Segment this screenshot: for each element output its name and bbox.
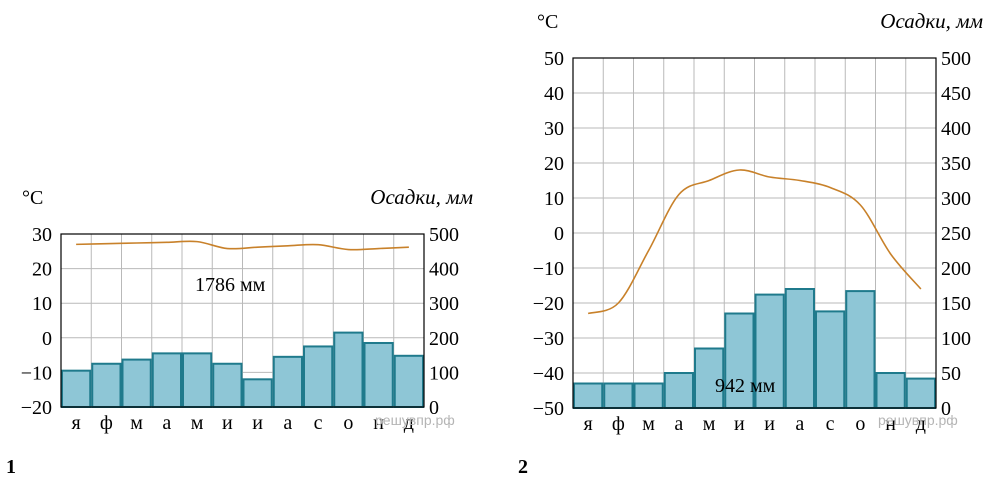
month-label: с [826,413,835,435]
month-label: д [404,412,414,434]
month-label: о [343,412,353,434]
month-label: ф [100,412,113,434]
precip-bar [333,331,364,408]
precip-bar [303,345,334,409]
precip-tick-label: 450 [941,83,971,105]
precip-bar [151,352,182,408]
temp-tick-label: −30 [533,328,564,350]
precip-bar [61,369,92,409]
precip-bar [121,358,152,408]
precip-tick-label: 50 [941,363,961,385]
temp-tick-label: 40 [544,83,564,105]
month-label: с [314,412,323,434]
precip-tick-label: 150 [941,293,971,315]
precip-bar [182,352,213,408]
month-label: о [855,413,865,435]
precip-bar [272,355,303,408]
month-label: а [795,413,804,435]
precip-tick-label: 0 [941,398,951,420]
precip-bar [633,382,664,409]
temp-axis-unit: °C [537,11,558,33]
precip-tick-label: 300 [429,293,459,315]
month-label: и [252,412,263,434]
precip-tick-label: 400 [429,259,459,281]
month-label: и [764,413,775,435]
temp-tick-label: 30 [544,118,564,140]
precip-bar [845,290,876,410]
month-label: а [674,413,683,435]
temperature-line [587,169,922,315]
watermark: решувпр.рф [375,412,455,428]
precip-tick-label: 100 [429,362,459,384]
temp-tick-label: 50 [544,48,564,70]
month-label: м [642,413,655,435]
plot-frame [60,233,425,408]
month-label: н [885,413,896,435]
precip-bar [363,341,394,408]
precip-tick-label: 500 [941,48,971,70]
precip-tick-label: 250 [941,223,971,245]
temp-tick-label: 0 [42,328,52,350]
precip-bar [694,347,725,409]
precip-bar [784,288,815,409]
precip-bar [603,382,634,409]
month-label: и [734,413,745,435]
temp-tick-label: −10 [533,258,564,280]
precip-bar [393,354,424,408]
temp-tick-label: −10 [21,362,52,384]
watermark: решувпр.рф [878,412,958,428]
precip-tick-label: 100 [941,328,971,350]
panel-number: 2 [518,456,528,477]
month-label: м [130,412,143,434]
precip-bar [905,377,936,410]
temp-tick-label: 0 [554,223,564,245]
plot-frame [572,57,937,409]
precip-bar [815,310,846,409]
month-label: а [162,412,171,434]
precip-axis-label: Осадки, мм [880,9,983,33]
precip-tick-label: 200 [941,258,971,280]
precip-bar [754,293,785,410]
precip-bar [242,378,273,409]
temp-tick-label: 10 [544,188,564,210]
temp-tick-label: 20 [32,259,52,281]
month-label: а [283,412,292,434]
month-label: д [916,413,926,435]
precip-tick-label: 300 [941,188,971,210]
month-label: я [72,412,81,434]
panel-number: 1 [6,456,16,477]
precip-axis-label: Осадки, мм [370,185,473,209]
climate-chart-2: 50403020100−10−20−30−40−5050045040035030… [518,9,983,477]
precip-tick-label: 400 [941,118,971,140]
precip-bar [573,382,604,409]
precip-tick-label: 500 [429,224,459,246]
temp-tick-label: 10 [32,293,52,315]
temp-tick-label: 20 [544,153,564,175]
temp-tick-label: −20 [21,397,52,419]
month-label: м [191,412,204,434]
month-label: я [584,413,593,435]
temperature-line [76,240,409,251]
precip-tick-label: 0 [429,397,439,419]
precip-bar [875,372,906,409]
month-label: ф [612,413,625,435]
temp-axis-unit: °C [22,187,43,209]
temp-tick-label: 30 [32,224,52,246]
month-label: и [222,412,233,434]
precip-tick-label: 200 [429,328,459,350]
temp-tick-label: −50 [533,398,564,420]
temp-tick-label: −20 [533,293,564,315]
month-label: н [373,412,384,434]
precip-tick-label: 350 [941,153,971,175]
month-label: м [703,413,716,435]
temp-tick-label: −40 [533,363,564,385]
precip-total-annotation: 942 мм [715,375,776,397]
precip-total-annotation: 1786 мм [195,274,266,296]
precip-bar [212,362,243,408]
precip-bar [663,372,694,409]
precip-bar [91,362,122,408]
